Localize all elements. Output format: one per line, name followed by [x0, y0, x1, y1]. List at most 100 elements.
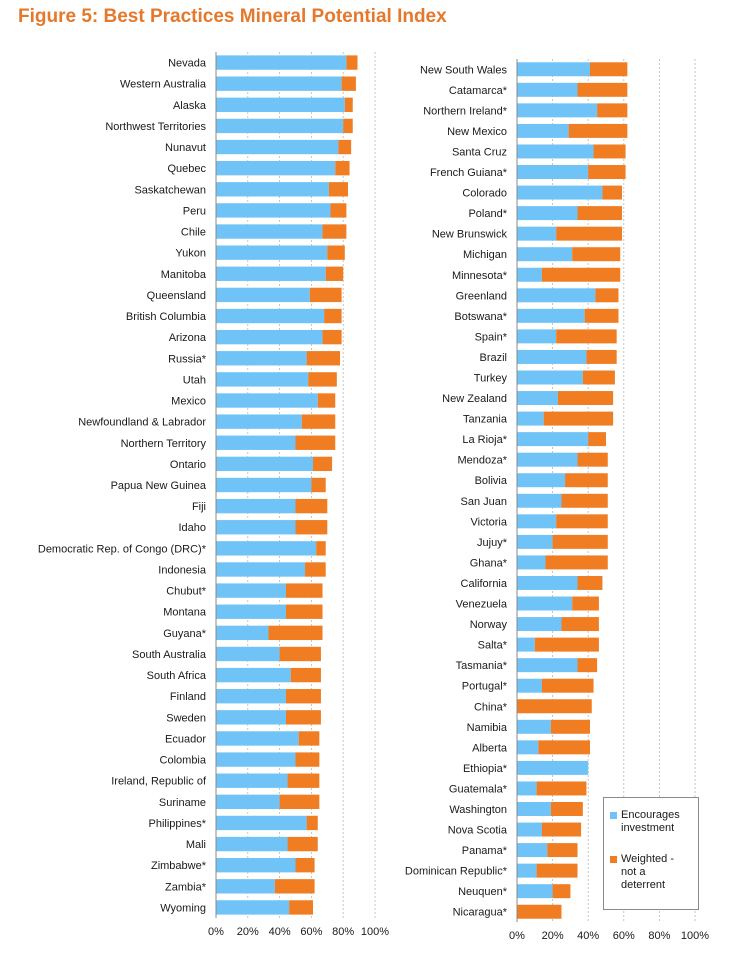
left-bar-not-deterrent	[324, 308, 342, 324]
left-bar-encourages	[216, 224, 323, 239]
left-category-label: Yukon	[175, 248, 206, 260]
right-bar-encourages	[517, 781, 537, 796]
right-bar-not-deterrent	[577, 206, 623, 221]
left-bar-encourages	[216, 76, 342, 91]
right-category-label: New South Wales	[420, 64, 508, 76]
left-category-label: Guyana*	[163, 628, 207, 640]
right-bar-not-deterrent	[545, 555, 608, 570]
right-bar-encourages	[517, 308, 585, 323]
left-bar-not-deterrent	[322, 329, 342, 345]
left-bar-encourages	[216, 710, 286, 725]
right-category-label: Nicaragua*	[453, 907, 508, 919]
left-bar-not-deterrent	[308, 372, 337, 387]
left-bar-encourages	[216, 583, 286, 598]
left-category-label: Russia*	[168, 353, 207, 365]
right-category-label: French Guiana*	[430, 167, 508, 179]
right-bar-encourages	[517, 843, 548, 858]
right-bar-encourages	[517, 802, 551, 816]
right-category-label: Ethiopia*	[463, 763, 508, 775]
right-bar-not-deterrent	[541, 822, 582, 837]
right-bar-encourages	[517, 370, 583, 385]
left-category-label: Quebec	[167, 163, 206, 175]
right-bar-not-deterrent	[550, 802, 583, 816]
right-category-label: Botswana*	[454, 311, 507, 323]
left-bar-not-deterrent	[346, 55, 358, 70]
left-bar-encourages	[216, 245, 328, 260]
right-bar-encourages	[517, 165, 589, 179]
right-bar-encourages	[517, 493, 562, 508]
right-bar-not-deterrent	[561, 493, 608, 508]
left-bar-not-deterrent	[311, 477, 326, 493]
page-title: Figure 5: Best Practices Mineral Potenti…	[18, 6, 447, 27]
right-category-label: Namibia	[467, 722, 508, 734]
right-category-label: Santa Cruz	[452, 146, 507, 158]
left-bar-encourages	[216, 435, 296, 450]
right-bar-encourages	[517, 514, 557, 529]
right-bar-not-deterrent	[550, 719, 590, 734]
right-bar-not-deterrent	[517, 904, 562, 919]
left-bar-encourages	[216, 55, 347, 70]
right-bar-not-deterrent	[538, 740, 590, 755]
right-bar-not-deterrent	[584, 308, 619, 323]
right-bar-not-deterrent	[577, 575, 603, 590]
left-category-label: Montana	[163, 607, 207, 619]
left-category-label: British Columbia	[126, 311, 207, 323]
right-bar-encourages	[517, 391, 558, 406]
left-bar-not-deterrent	[295, 858, 315, 873]
left-category-label: South Australia	[132, 649, 207, 661]
left-category-label: Alaska	[173, 100, 207, 112]
right-bar-encourages	[517, 637, 535, 652]
left-bar-encourages	[216, 667, 291, 683]
left-bar-encourages	[216, 351, 307, 366]
left-x-tick-label: 40%	[269, 926, 291, 938]
left-bar-encourages	[216, 646, 280, 662]
left-category-label: Papua New Guinea	[111, 480, 207, 492]
left-bar-not-deterrent	[301, 414, 336, 429]
left-category-label: Zambia*	[165, 881, 207, 893]
left-category-label: Zimbabwe*	[151, 860, 207, 872]
right-category-label: Tanzania	[463, 414, 508, 426]
left-category-label: Ecuador	[165, 733, 206, 745]
left-category-label: Newfoundland & Labrador	[78, 417, 206, 429]
right-bar-encourages	[517, 740, 539, 755]
left-bar-encourages	[216, 393, 318, 408]
right-bar-encourages	[517, 678, 542, 693]
left-bar-not-deterrent	[344, 97, 353, 112]
left-category-label: Finland	[170, 691, 206, 703]
left-bar-encourages	[216, 625, 269, 641]
left-bar-not-deterrent	[328, 182, 348, 197]
legend-label-encourages: Encourages investment	[621, 809, 680, 834]
right-bar-not-deterrent	[536, 863, 578, 878]
left-bar-not-deterrent	[285, 583, 323, 598]
right-bar-not-deterrent	[572, 247, 621, 262]
right-bar-not-deterrent	[586, 349, 617, 364]
right-bar-encourages	[517, 329, 557, 344]
left-category-label: Nevada	[168, 58, 207, 70]
right-category-label: Bolivia	[475, 475, 508, 487]
right-bar-not-deterrent	[602, 185, 623, 200]
left-bar-not-deterrent	[330, 203, 347, 218]
right-x-tick-label: 100%	[681, 930, 709, 942]
left-bar-encourages	[216, 520, 296, 535]
left-bar-not-deterrent	[335, 160, 350, 176]
left-bar-chart: Nevada Western Australia Alaska Northwest T…	[38, 52, 389, 938]
right-bar-not-deterrent	[543, 411, 614, 426]
right-category-label: New Zealand	[442, 393, 507, 405]
left-bar-encourages	[216, 773, 288, 788]
left-bar-not-deterrent	[343, 118, 353, 134]
right-bar-encourages	[517, 411, 544, 426]
left-bar-encourages	[216, 562, 306, 577]
left-bar-encourages	[216, 372, 309, 387]
right-bar-not-deterrent	[536, 781, 587, 796]
right-category-label: Michigan	[463, 249, 507, 261]
right-bar-encourages	[517, 575, 578, 590]
left-bar-not-deterrent	[287, 773, 320, 788]
right-category-label: New Brunswick	[432, 229, 508, 241]
right-bar-encourages	[517, 617, 562, 632]
left-category-label: Wyoming	[160, 902, 206, 914]
left-bar-encourages	[216, 414, 302, 429]
left-bar-encourages	[216, 203, 331, 218]
right-bar-encourages	[517, 123, 569, 138]
left-bar-not-deterrent	[316, 541, 326, 556]
right-x-tick-label: 0%	[509, 930, 525, 942]
